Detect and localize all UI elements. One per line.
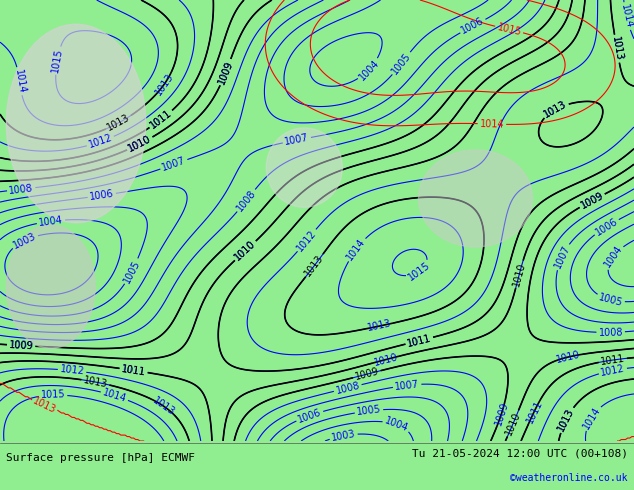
Text: 1010: 1010 xyxy=(504,410,522,437)
Text: 1014: 1014 xyxy=(479,119,504,129)
Text: 1014: 1014 xyxy=(619,3,634,29)
Text: 1009: 1009 xyxy=(217,59,235,85)
Text: 1010: 1010 xyxy=(127,134,153,154)
Text: 1008: 1008 xyxy=(598,327,623,338)
Text: 1003: 1003 xyxy=(11,230,38,250)
Text: 1015: 1015 xyxy=(50,48,65,74)
Text: 1005: 1005 xyxy=(356,404,382,417)
Text: 1010: 1010 xyxy=(555,349,581,365)
Text: 1009: 1009 xyxy=(493,400,510,426)
Ellipse shape xyxy=(6,24,146,222)
Text: 1007: 1007 xyxy=(552,244,572,270)
Text: 1013: 1013 xyxy=(556,407,576,433)
Text: 1006: 1006 xyxy=(296,407,323,424)
Ellipse shape xyxy=(6,225,95,348)
Text: 1008: 1008 xyxy=(335,380,361,396)
Text: 1013: 1013 xyxy=(610,36,624,62)
Text: Tu 21-05-2024 12:00 UTC (00+108): Tu 21-05-2024 12:00 UTC (00+108) xyxy=(411,448,628,458)
Text: 1014: 1014 xyxy=(581,405,602,431)
Text: 1008: 1008 xyxy=(8,183,34,196)
Text: 1009: 1009 xyxy=(579,191,605,211)
Text: 1010: 1010 xyxy=(373,352,399,368)
Text: 1010: 1010 xyxy=(233,239,258,263)
Text: 1011: 1011 xyxy=(600,353,626,367)
Text: 1013: 1013 xyxy=(303,253,326,278)
Text: 1009: 1009 xyxy=(354,367,380,382)
Text: 1013: 1013 xyxy=(556,407,576,433)
Text: 1011: 1011 xyxy=(148,108,174,131)
Text: 1014: 1014 xyxy=(101,388,127,404)
Text: 1013: 1013 xyxy=(106,113,132,133)
Ellipse shape xyxy=(418,150,533,247)
Text: 1015: 1015 xyxy=(41,390,65,400)
Text: 1003: 1003 xyxy=(330,429,356,443)
Text: 1004: 1004 xyxy=(38,215,63,228)
Text: 1011: 1011 xyxy=(148,108,174,131)
Text: 1004: 1004 xyxy=(357,57,381,82)
Text: 1012: 1012 xyxy=(60,365,85,377)
Text: 1009: 1009 xyxy=(217,59,235,85)
Text: 1010: 1010 xyxy=(127,134,153,154)
Text: 1012: 1012 xyxy=(600,363,626,378)
Text: 1007: 1007 xyxy=(284,133,310,147)
Text: 1013: 1013 xyxy=(543,99,569,120)
Text: 1007: 1007 xyxy=(394,379,420,392)
Text: 1013: 1013 xyxy=(153,71,176,97)
Text: 1013: 1013 xyxy=(82,375,108,389)
Text: 1004: 1004 xyxy=(602,244,624,270)
Text: 1014: 1014 xyxy=(345,237,368,262)
Text: 1011: 1011 xyxy=(524,398,544,425)
Text: 1006: 1006 xyxy=(460,16,486,36)
Text: 1015: 1015 xyxy=(496,22,522,37)
Text: 1012: 1012 xyxy=(295,228,318,253)
Text: 1010: 1010 xyxy=(511,261,527,288)
Text: 1015: 1015 xyxy=(406,260,432,283)
Text: 1008: 1008 xyxy=(235,188,258,213)
Text: 1011: 1011 xyxy=(120,364,146,377)
Text: 1011: 1011 xyxy=(406,333,432,348)
Text: 1011: 1011 xyxy=(120,364,146,377)
Text: 1006: 1006 xyxy=(593,216,619,238)
Text: 1011: 1011 xyxy=(406,333,432,348)
Text: 1004: 1004 xyxy=(384,416,410,434)
Text: 1010: 1010 xyxy=(233,239,258,263)
Text: ©weatheronline.co.uk: ©weatheronline.co.uk xyxy=(510,473,628,483)
Text: 1012: 1012 xyxy=(87,133,114,150)
Text: Surface pressure [hPa] ECMWF: Surface pressure [hPa] ECMWF xyxy=(6,453,195,463)
Text: 1006: 1006 xyxy=(89,189,115,202)
Text: 1013: 1013 xyxy=(610,36,624,62)
Text: 1013: 1013 xyxy=(543,99,569,120)
Text: 1009: 1009 xyxy=(9,340,34,351)
Text: 1005: 1005 xyxy=(390,50,413,76)
Text: 1013: 1013 xyxy=(31,396,58,416)
Text: 1005: 1005 xyxy=(122,258,142,285)
Text: 1007: 1007 xyxy=(160,155,187,173)
Text: 1005: 1005 xyxy=(597,292,624,308)
Text: 1013: 1013 xyxy=(366,318,392,333)
Text: 1014: 1014 xyxy=(13,68,27,94)
Ellipse shape xyxy=(266,128,342,207)
Text: 1009: 1009 xyxy=(9,340,34,351)
Text: 1009: 1009 xyxy=(579,191,605,211)
Text: 1013: 1013 xyxy=(150,395,176,417)
